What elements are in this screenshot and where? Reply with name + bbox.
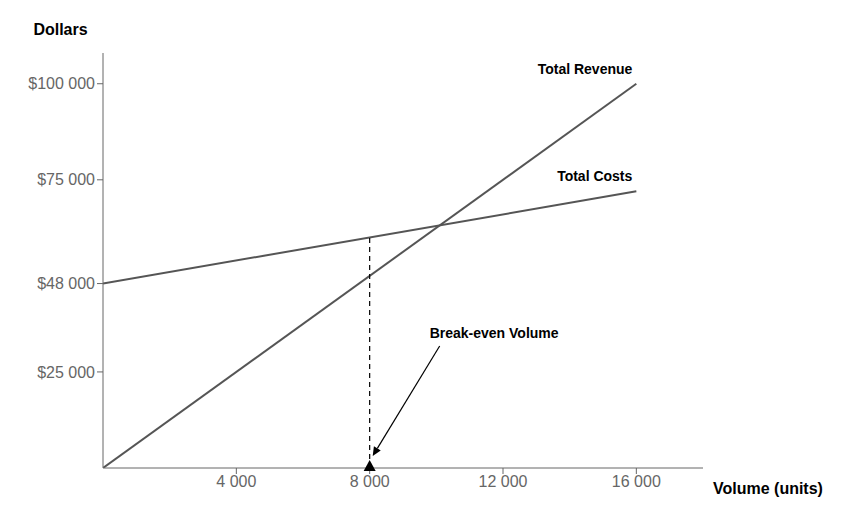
svg-text:12 000: 12 000 [479,473,528,490]
svg-text:$25 000: $25 000 [37,364,95,381]
svg-text:$48 000: $48 000 [37,275,95,292]
svg-text:$75 000: $75 000 [37,171,95,188]
svg-text:Total Revenue: Total Revenue [538,61,633,77]
svg-text:$100 000: $100 000 [28,75,95,92]
svg-text:Dollars: Dollars [33,21,87,38]
svg-text:Break-even Volume: Break-even Volume [430,325,559,341]
svg-text:4 000: 4 000 [216,473,256,490]
svg-text:Volume (units): Volume (units) [713,480,823,497]
svg-text:8 000: 8 000 [350,473,390,490]
svg-text:16 000: 16 000 [612,473,661,490]
svg-text:Total Costs: Total Costs [557,168,632,184]
